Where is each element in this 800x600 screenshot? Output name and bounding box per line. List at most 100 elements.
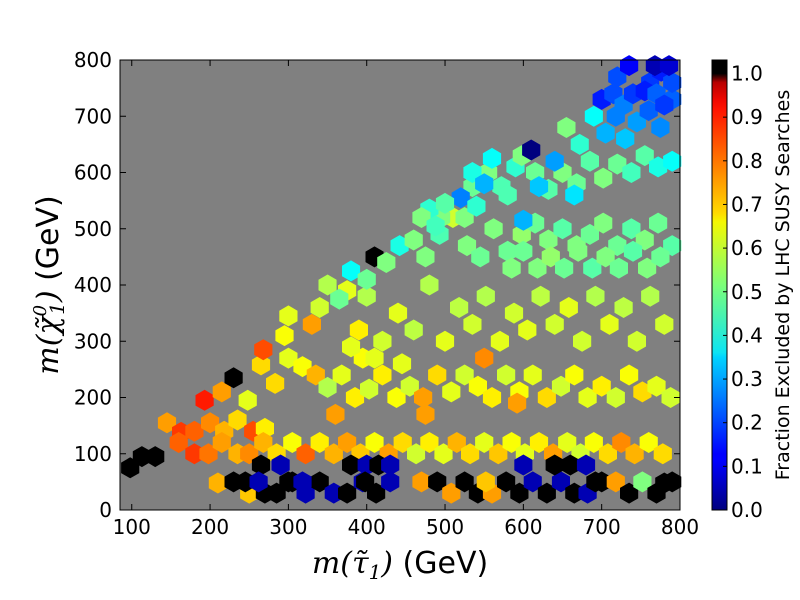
hexbin-cell xyxy=(332,364,351,386)
hexbin-cell xyxy=(324,443,343,465)
hexbin-cell xyxy=(342,454,361,476)
x-tick-label: 200 xyxy=(191,515,229,539)
hexbin-cell xyxy=(266,372,285,394)
hexbin-cell xyxy=(228,409,247,431)
hexbin-cell xyxy=(596,246,615,268)
hexbin-cell xyxy=(523,364,542,386)
hexbin-cell xyxy=(283,432,302,453)
hexbin-cell xyxy=(387,387,406,408)
hexbin-cell xyxy=(365,347,384,369)
hexbin-cell xyxy=(661,387,680,408)
hexbin-cell xyxy=(616,128,635,150)
colorbar-tick-label: 0.7 xyxy=(731,192,763,216)
hexbin-cell xyxy=(318,376,337,398)
hexbin-cell xyxy=(342,336,361,358)
hexbin-cell xyxy=(561,454,580,476)
hexbin-cell xyxy=(414,387,433,408)
hexbin-cell xyxy=(451,187,470,209)
hexbin-cell xyxy=(606,387,625,408)
hexbin-cell xyxy=(393,432,412,453)
hexbin-cell xyxy=(498,240,517,262)
hexbin-cell xyxy=(412,207,431,228)
hexbin-cell xyxy=(490,330,509,352)
hexbin-cell xyxy=(428,364,447,386)
hexbin-cell xyxy=(576,454,596,476)
hexbin-cell xyxy=(553,218,572,240)
colorbar-tick-label: 0.5 xyxy=(731,280,763,304)
hexbin-cell xyxy=(455,364,474,386)
hexbin-cell xyxy=(545,313,564,335)
hexbin-cell xyxy=(249,471,268,493)
hexbin-cell xyxy=(318,274,337,296)
hexbin-cell xyxy=(482,147,502,169)
hexbin-cell xyxy=(557,117,576,138)
hexbin-cell xyxy=(592,375,611,397)
hexbin-cell xyxy=(580,223,599,245)
hexbin-cell xyxy=(639,100,658,122)
hexbin-cell xyxy=(537,482,556,504)
hexbin-cell xyxy=(594,167,613,189)
hexbin-cell xyxy=(377,252,396,273)
hexbin-cell xyxy=(555,257,574,279)
hexbin-cell xyxy=(639,432,658,453)
hexbin-cell xyxy=(622,162,641,183)
hexbin-cell xyxy=(302,313,321,335)
hexbin-cell xyxy=(416,403,435,425)
hexbin-cell xyxy=(373,330,392,352)
hexbin-cell xyxy=(558,432,577,453)
hexbin-cell xyxy=(598,443,617,465)
y-tick-label: 0 xyxy=(99,498,112,522)
x-tick-label: 600 xyxy=(504,515,542,539)
hexbin-cell xyxy=(463,313,482,335)
hexbin-cell xyxy=(586,285,605,307)
hexbin-cell xyxy=(400,375,419,397)
hexbin-cell xyxy=(457,235,477,257)
colorbar-tick-label: 0.2 xyxy=(731,411,763,435)
hexbin-cell xyxy=(475,173,494,195)
hexbin-cell xyxy=(254,432,273,453)
hexbin-cell xyxy=(349,319,368,341)
colorbar-ticks: 0.0 0.1 0.2 0.3 0.4 0.5 0.6 0.7 0.8 0.9 1.0 xyxy=(723,62,763,522)
y-tick-label: 500 xyxy=(74,217,112,241)
hexbin-cell xyxy=(512,223,531,245)
y-tick-label: 700 xyxy=(74,104,112,128)
hexbin-cell xyxy=(310,297,329,318)
hexbin-cell xyxy=(482,387,502,408)
x-axis-title: m(τ̃1) (GeV) xyxy=(312,546,488,584)
hexbin-cell xyxy=(434,443,453,465)
y-tick-label: 400 xyxy=(74,273,112,297)
hexbin-cell xyxy=(407,443,426,465)
y-tick-label: 100 xyxy=(74,442,112,466)
hexbin-cell xyxy=(573,330,592,352)
hexbin-cell xyxy=(251,354,271,376)
hexbin-cell xyxy=(326,403,345,425)
hexbin-cell xyxy=(185,420,204,442)
x-axis-title-close: ) xyxy=(380,546,393,581)
hexbin-cell xyxy=(357,285,376,307)
hexbin-cell xyxy=(600,313,619,335)
hexbin-cell xyxy=(426,215,445,237)
hexbin-cell xyxy=(357,268,376,290)
hexbin-cell xyxy=(586,471,605,493)
hexbin-cell xyxy=(157,412,177,434)
y-axis-title-var: m(χ̃ xyxy=(31,315,66,375)
hexbin-cell xyxy=(275,325,294,347)
hexbin-cell xyxy=(514,209,533,231)
hexbin-cell xyxy=(392,353,412,375)
hexbin-cell xyxy=(614,297,633,318)
hexbin-cell xyxy=(484,218,503,240)
y-axis-title: m(χ̃01) (GeV) xyxy=(30,195,69,374)
hexbin-cell xyxy=(330,288,349,310)
hexbin-cell xyxy=(420,274,439,296)
hexbin-cell xyxy=(447,432,466,453)
hexbin-cell xyxy=(570,133,589,155)
hexbin-cell xyxy=(435,192,455,214)
hexbin-cell xyxy=(489,443,508,465)
colorbar-tick-label: 0.3 xyxy=(731,367,763,391)
hexbin-cell xyxy=(201,412,220,434)
y-tick-label: 200 xyxy=(74,386,112,410)
hexbin-cell xyxy=(523,471,542,493)
hexbin-cell xyxy=(442,482,461,504)
hexbin-cell xyxy=(504,302,524,324)
